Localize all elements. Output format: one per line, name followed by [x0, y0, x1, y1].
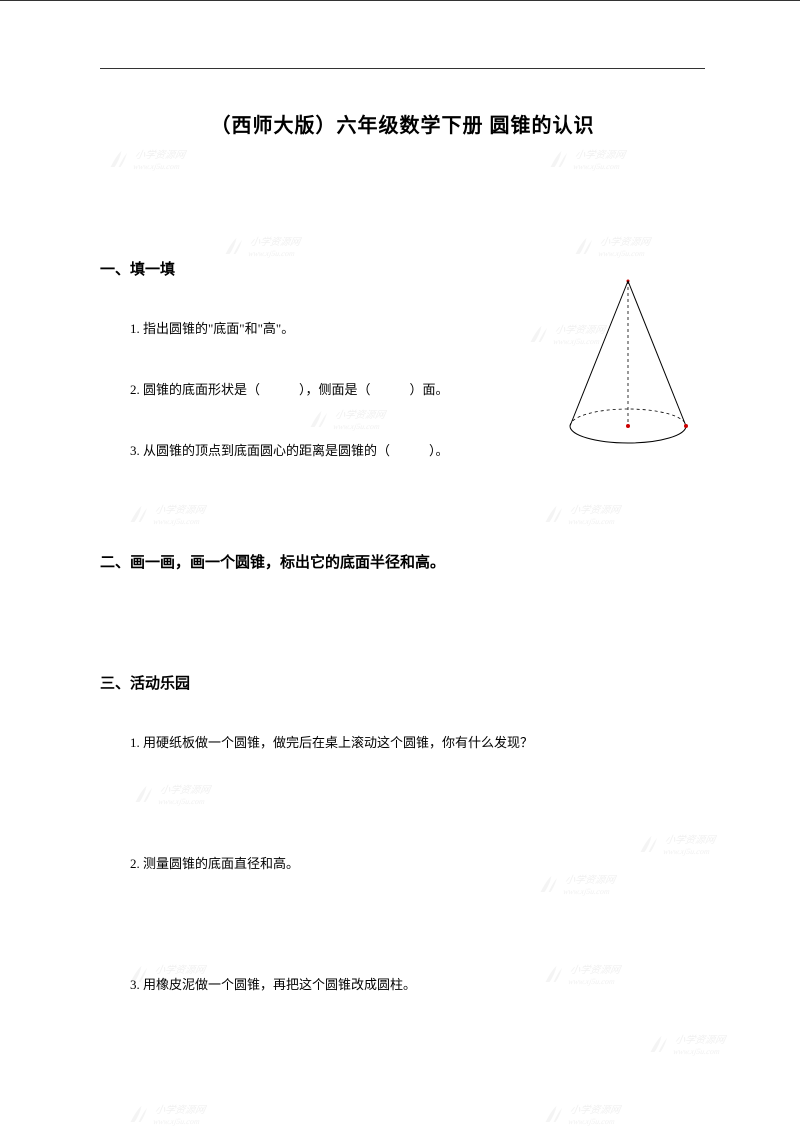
top-divider: [100, 68, 705, 69]
watermark: 小学资源网www.xj5u.com: [128, 1101, 207, 1127]
section3-q3: 3. 用橡皮泥做一个圆锥，再把这个圆锥改成圆柱。: [130, 975, 705, 996]
watermark: 小学资源网www.xj5u.com: [648, 1031, 727, 1057]
watermark: 小学资源网www.xj5u.com: [128, 501, 207, 527]
document-title: （西师大版）六年级数学下册 圆锥的认识: [100, 109, 705, 138]
section3-q1: 1. 用硬纸板做一个圆锥，做完后在桌上滚动这个圆锥，你有什么发现？: [130, 733, 705, 754]
watermark: 小学资源网www.xj5u.com: [548, 146, 627, 172]
watermark: 小学资源网www.xj5u.com: [543, 501, 622, 527]
watermark: 小学资源网www.xj5u.com: [573, 233, 652, 259]
watermark: 小学资源网www.xj5u.com: [108, 146, 187, 172]
watermark: 小学资源网www.xj5u.com: [223, 233, 302, 259]
page-container: （西师大版）六年级数学下册 圆锥的认识 一、填一填 1. 指出圆锥的"底面"和"…: [0, 0, 800, 1132]
cone-diagram: [558, 276, 698, 451]
section-3: 三、活动乐园 1. 用硬纸板做一个圆锥，做完后在桌上滚动这个圆锥，你有什么发现？…: [100, 672, 705, 995]
section-2: 二、画一画，画一个圆锥，标出它的底面半径和高。: [100, 551, 705, 572]
section2-header: 二、画一画，画一个圆锥，标出它的底面半径和高。: [100, 551, 705, 572]
watermark: 小学资源网www.xj5u.com: [543, 1101, 622, 1127]
section3-header: 三、活动乐园: [100, 672, 705, 693]
section3-q2: 2. 测量圆锥的底面直径和高。: [130, 854, 705, 875]
